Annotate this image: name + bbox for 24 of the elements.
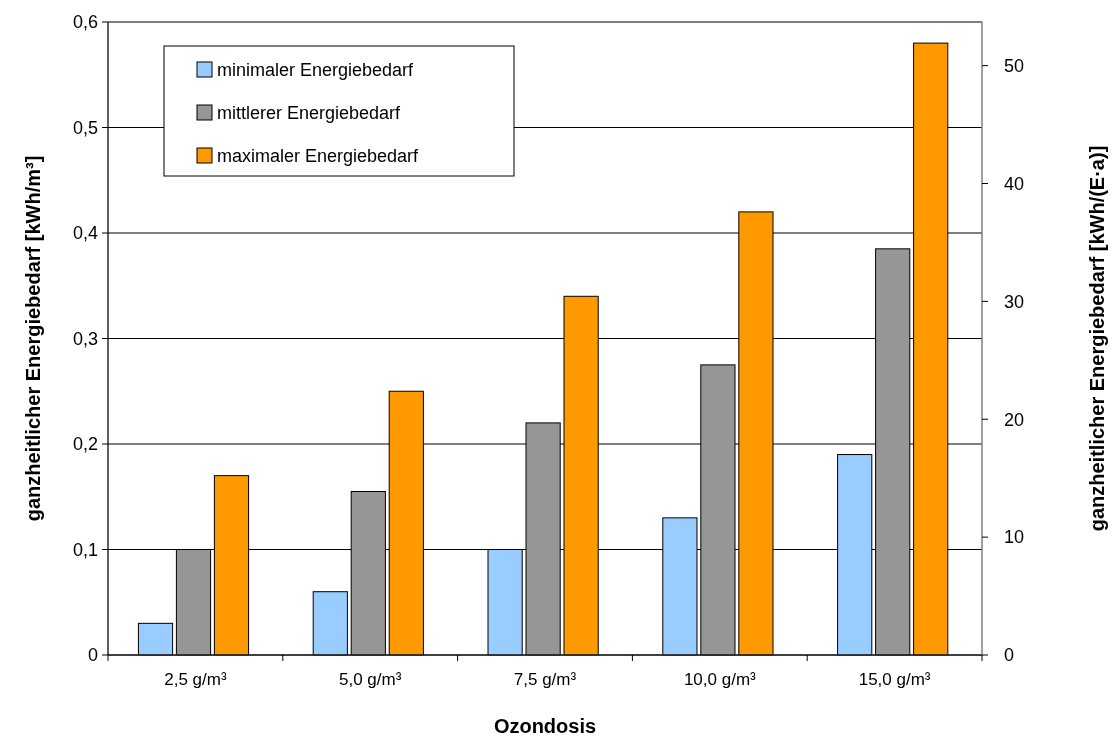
x-tick-label: 2,5 g/m³ (164, 670, 227, 689)
x-tick-label: 10,0 g/m³ (683, 670, 757, 689)
y2-axis-title: ganzheitlicher Energiebedarf [kWh/(E·a)] (1086, 145, 1108, 532)
y2-tick-label: 10 (1004, 527, 1025, 548)
y-tick-label: 0,1 (72, 539, 98, 560)
x-tick-label: 5,0 g/m³ (339, 670, 402, 689)
x-tick-label: 15,0 g/m³ (858, 670, 931, 689)
y-tick-label: 0,5 (72, 117, 98, 138)
y-tick-label: 0,4 (72, 223, 98, 244)
x-axis-title: Ozondosis (493, 715, 597, 737)
y2-tick-label: 0 (1004, 645, 1015, 666)
y2-tick-label: 50 (1004, 55, 1025, 76)
legend-label: mittlerer Energiebedarf (217, 103, 402, 124)
x-tick-label: 7,5 g/m³ (513, 670, 577, 689)
legend-label: minimaler Energiebedarf (217, 60, 415, 81)
y-tick-label: 0,2 (72, 434, 98, 455)
legend-label: maximaler Energiebedarf (217, 146, 420, 167)
y2-tick-label: 30 (1004, 291, 1025, 312)
y-tick-label: 0,6 (72, 12, 98, 33)
y2-tick-label: 40 (1004, 173, 1025, 194)
y2-tick-label: 20 (1004, 409, 1025, 430)
y-axis-title: ganzheitlicher Energiebedarf [kWh/m³] (22, 155, 44, 522)
y-tick-label: 0 (87, 645, 98, 666)
y-tick-label: 0,3 (72, 328, 98, 349)
